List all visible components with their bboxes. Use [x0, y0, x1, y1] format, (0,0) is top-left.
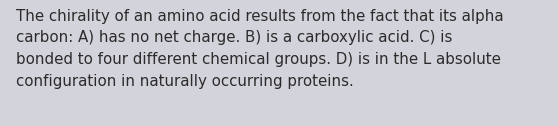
- Text: The chirality of an amino acid results from the fact that its alpha
carbon: A) h: The chirality of an amino acid results f…: [16, 9, 503, 89]
